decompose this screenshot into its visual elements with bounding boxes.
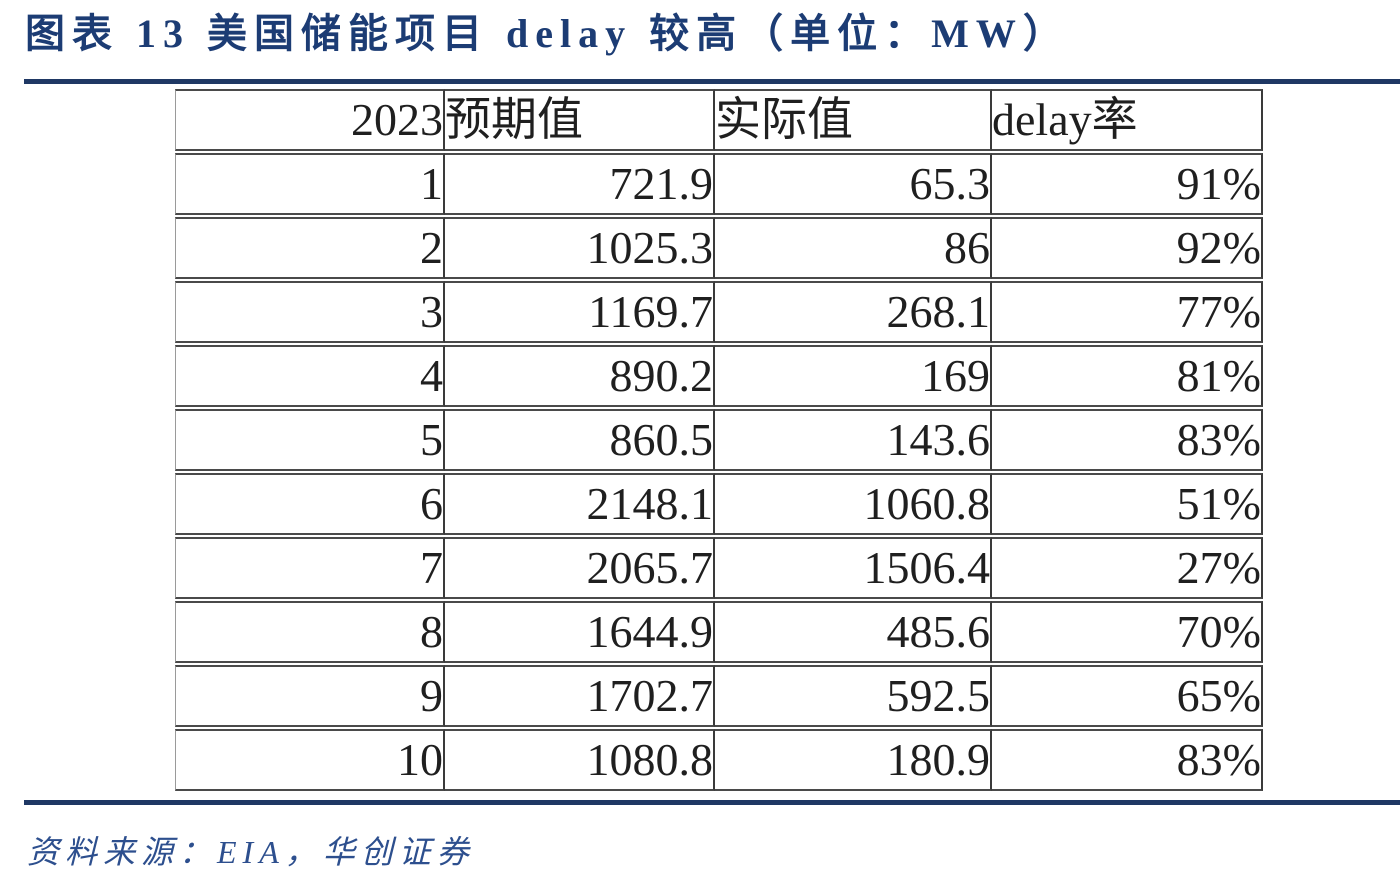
table-cell: 268.1	[715, 281, 992, 343]
table-cell: 2065.7	[445, 537, 715, 599]
table-cell: 485.6	[715, 601, 992, 663]
table-cell: 143.6	[715, 409, 992, 471]
table-row: 1 721.9 65.3 91%	[175, 153, 1263, 215]
table-cell: 65.3	[715, 153, 992, 215]
table-cell: 27%	[992, 537, 1263, 599]
table-cell: 70%	[992, 601, 1263, 663]
table-cell: 1169.7	[445, 281, 715, 343]
table-cell: 2148.1	[445, 473, 715, 535]
table-cell: 81%	[992, 345, 1263, 407]
table-body: 1 721.9 65.3 91% 2 1025.3 86 92% 3 1169.7 268.1 77%…	[175, 153, 1263, 791]
table-cell: 86	[715, 217, 992, 279]
table-cell: 91%	[992, 153, 1263, 215]
bottom-divider-rule	[24, 800, 1400, 805]
table-cell: 2	[175, 217, 445, 279]
table-cell: 180.9	[715, 729, 992, 791]
table-cell: 890.2	[445, 345, 715, 407]
table-cell: 1080.8	[445, 729, 715, 791]
table-cell: 3	[175, 281, 445, 343]
column-header-actual: 实际值	[715, 89, 992, 151]
table-cell: 1025.3	[445, 217, 715, 279]
table-cell: 7	[175, 537, 445, 599]
delay-data-table: 2023 预期值 实际值 delay率 1 721.9 65.3 91% 2 1025.3…	[175, 87, 1263, 793]
table-row: 3 1169.7 268.1 77%	[175, 281, 1263, 343]
table-cell: 721.9	[445, 153, 715, 215]
table-cell: 6	[175, 473, 445, 535]
table-cell: 8	[175, 601, 445, 663]
table-cell: 1702.7	[445, 665, 715, 727]
source-note: 资料来源：EIA，华创证券	[27, 834, 475, 870]
table-cell: 1644.9	[445, 601, 715, 663]
table-row: 7 2065.7 1506.4 27%	[175, 537, 1263, 599]
table-cell: 92%	[992, 217, 1263, 279]
column-header-expected: 预期值	[445, 89, 715, 151]
table-row: 4 890.2 169 81%	[175, 345, 1263, 407]
table-cell: 1	[175, 153, 445, 215]
table-header-row: 2023 预期值 实际值 delay率	[175, 89, 1263, 151]
table-cell: 10	[175, 729, 445, 791]
table-row: 2 1025.3 86 92%	[175, 217, 1263, 279]
table-cell: 65%	[992, 665, 1263, 727]
table-cell: 77%	[992, 281, 1263, 343]
figure-title: 图表 13 美国储能项目 delay 较高（单位：MW）	[25, 11, 1070, 56]
table-cell: 4	[175, 345, 445, 407]
table-row: 9 1702.7 592.5 65%	[175, 665, 1263, 727]
table-row: 5 860.5 143.6 83%	[175, 409, 1263, 471]
table-row: 8 1644.9 485.6 70%	[175, 601, 1263, 663]
table-cell: 83%	[992, 729, 1263, 791]
table-cell: 169	[715, 345, 992, 407]
top-divider-rule	[24, 79, 1400, 84]
table-cell: 1060.8	[715, 473, 992, 535]
table-cell: 51%	[992, 473, 1263, 535]
table-row: 6 2148.1 1060.8 51%	[175, 473, 1263, 535]
column-header-delay-rate: delay率	[992, 89, 1263, 151]
table-row: 10 1080.8 180.9 83%	[175, 729, 1263, 791]
column-header-year: 2023	[175, 89, 445, 151]
table-cell: 83%	[992, 409, 1263, 471]
table-cell: 5	[175, 409, 445, 471]
table-cell: 1506.4	[715, 537, 992, 599]
table-cell: 592.5	[715, 665, 992, 727]
table-cell: 9	[175, 665, 445, 727]
table-cell: 860.5	[445, 409, 715, 471]
